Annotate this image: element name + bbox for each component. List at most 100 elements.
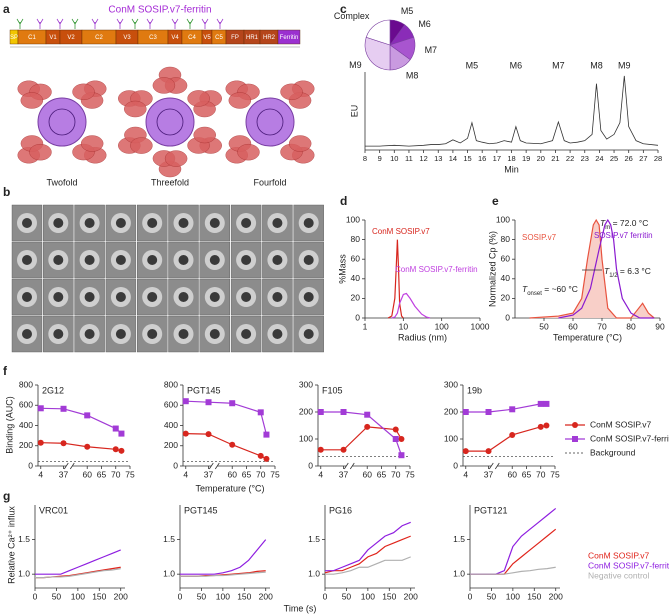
y-axis-label: Normalized Cp (%) <box>487 231 497 307</box>
annotation-symbol: T <box>522 284 528 294</box>
chart-title: PGT145 <box>184 505 218 515</box>
point <box>84 443 91 450</box>
y-tick-label: 300 <box>299 379 313 389</box>
x-tick-label: 0 <box>33 591 38 601</box>
view-label: Threefold <box>151 177 189 187</box>
chart-title: F105 <box>322 385 343 395</box>
point <box>537 423 544 430</box>
peak-label: M7 <box>552 60 565 70</box>
point <box>229 441 236 448</box>
axis-break <box>491 463 498 469</box>
legend-label: Background <box>590 447 636 457</box>
x-tick-label: 0 <box>178 591 183 601</box>
class-core <box>209 255 220 265</box>
point <box>118 447 125 454</box>
y-tick-label: 1.0 <box>163 568 175 578</box>
x-tick-label: 37 <box>59 469 69 479</box>
x-tick-label: 18 <box>507 154 515 163</box>
class-core <box>84 255 95 265</box>
class-core <box>147 329 158 339</box>
point <box>509 431 516 438</box>
class-core <box>241 329 252 339</box>
y-tick-label: 0 <box>453 460 458 470</box>
class-core <box>84 292 95 302</box>
x-tick-label: 25 <box>610 154 618 163</box>
x-tick-label: 150 <box>92 591 106 601</box>
glycan <box>71 18 79 29</box>
domain-label: V5 <box>203 35 211 41</box>
x-tick-label: 100 <box>216 591 230 601</box>
annotation-subscript: 1/2 <box>609 273 618 279</box>
glycan <box>201 18 209 29</box>
y-tick-label: 100 <box>444 433 458 443</box>
x-tick-label: 26 <box>625 154 633 163</box>
class-core <box>84 218 95 228</box>
point <box>37 405 44 412</box>
legend-label: Negative control <box>588 570 650 580</box>
class-core <box>147 292 158 302</box>
annotation-value: = ~60 °C <box>542 284 578 294</box>
x-tick-label: 0 <box>323 591 328 601</box>
x-tick-label: 1000 <box>471 321 490 331</box>
axis-break-mark <box>63 462 75 470</box>
x-tick-label: 60 <box>568 321 578 331</box>
series-line <box>40 407 122 435</box>
x-axis-label: Min <box>504 164 519 174</box>
x-tick-label: 60 <box>362 469 372 479</box>
class-core <box>147 255 158 265</box>
legend-label: ConM SOSIP.v7-ferritin <box>590 433 669 443</box>
ferritin-inner <box>48 108 76 136</box>
point <box>340 409 347 415</box>
series-label: SOSIP.v7 <box>522 233 557 242</box>
trimer <box>29 143 52 161</box>
class-core <box>272 255 283 265</box>
ferritin-core <box>145 97 195 147</box>
x-tick-label: 90 <box>655 321 665 331</box>
annotation-subscript: m <box>605 225 610 231</box>
class-core <box>303 255 314 265</box>
point <box>537 400 544 407</box>
series-line <box>558 218 655 319</box>
domain-label: V3 <box>123 35 131 41</box>
x-tick-label: 70 <box>111 469 121 479</box>
y-tick-label: 80 <box>501 234 511 244</box>
pie-label: M5 <box>401 6 414 16</box>
y-tick-label: 20 <box>501 293 511 303</box>
y-tick-label: 100 <box>346 214 360 224</box>
class-core <box>53 329 64 339</box>
class-core <box>115 255 126 265</box>
peak-label: M6 <box>510 60 523 70</box>
point <box>263 431 270 438</box>
axis-break-mark <box>343 462 355 470</box>
class-core <box>115 218 126 228</box>
x-tick-label: 200 <box>404 591 418 601</box>
class-core <box>241 218 252 228</box>
pie-label: Complex <box>334 11 370 21</box>
class-core <box>272 329 283 339</box>
point <box>257 409 264 416</box>
glycan <box>216 18 224 29</box>
point <box>37 439 44 446</box>
peak-label: M8 <box>590 60 603 70</box>
series-line <box>185 433 267 460</box>
legend-label: ConM SOSIP.v7-ferritin <box>588 560 669 570</box>
domain-label: FP <box>231 35 239 41</box>
class-core <box>22 329 32 339</box>
x-tick-label: 15 <box>463 154 471 163</box>
point <box>462 448 469 455</box>
point <box>112 425 119 432</box>
series-label: ConM SOSIP.v7 <box>372 227 430 236</box>
point <box>398 436 405 442</box>
x-axis-label: Temperature (°C) <box>553 332 622 342</box>
class-core <box>209 292 220 302</box>
x-tick-label: 10 <box>390 154 398 163</box>
x-tick-label: 70 <box>391 469 401 479</box>
y-tick-label: 1.5 <box>308 534 320 544</box>
pie-slice <box>365 19 391 46</box>
point <box>340 446 347 453</box>
class-core <box>178 329 189 339</box>
view-label: Twofold <box>46 177 77 187</box>
class-core <box>53 292 64 302</box>
class-core <box>178 255 189 265</box>
